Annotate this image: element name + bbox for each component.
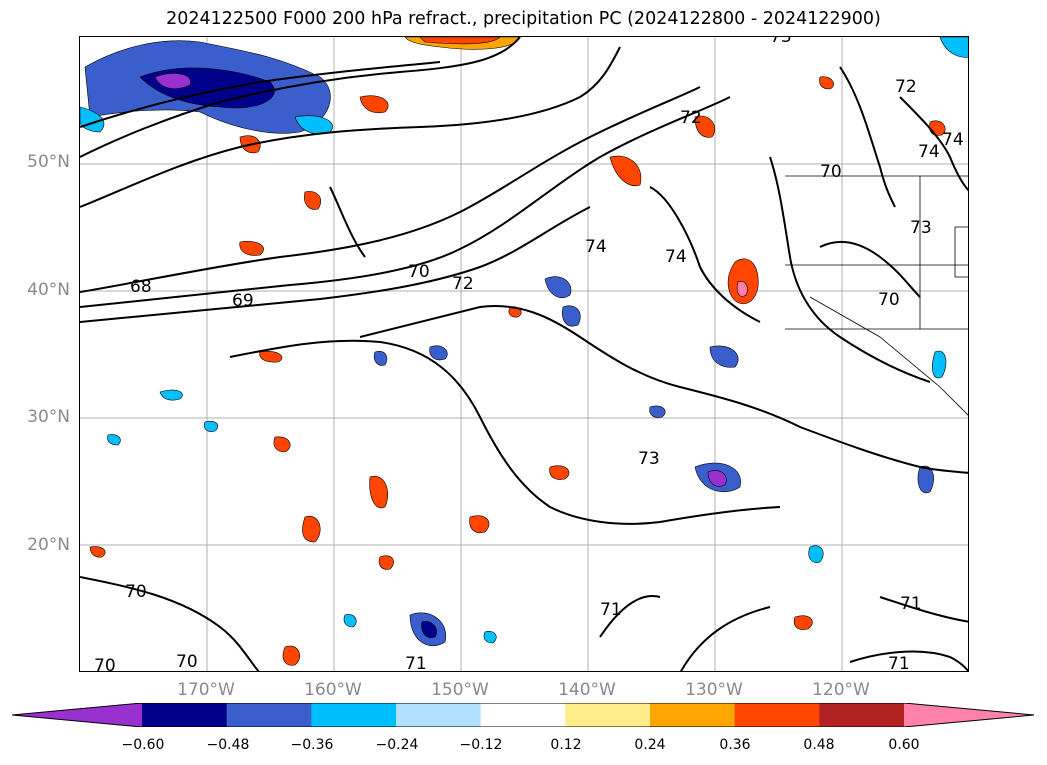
colorbar-tick: −0.36 xyxy=(290,737,334,753)
contour-label: 69 xyxy=(232,291,254,311)
contour-label: 71 xyxy=(888,654,910,672)
contour-label: 74 xyxy=(942,130,964,150)
lon-label-130w: 130°W xyxy=(685,680,743,700)
lon-label-140w: 140°W xyxy=(558,680,616,700)
colorbar-segment xyxy=(142,703,228,727)
lat-label-30n: 30°N xyxy=(27,407,70,427)
contour-label: 73 xyxy=(638,449,660,469)
contour-label: 70 xyxy=(125,582,147,602)
colorbar-tick: −0.60 xyxy=(121,737,165,753)
colorbar-segment xyxy=(226,703,312,727)
colorbar xyxy=(12,703,1034,727)
colorbar-tick: −0.24 xyxy=(375,737,419,753)
colorbar-extend-low xyxy=(12,703,142,727)
colorbar-tick: 0.36 xyxy=(719,737,751,753)
colorbar-segment xyxy=(565,703,651,727)
colorbar-segment xyxy=(311,703,397,727)
contour-label: 72 xyxy=(680,108,702,128)
lon-label-150w: 150°W xyxy=(431,680,489,700)
contour-label: 71 xyxy=(900,594,922,614)
contour-label: 70 xyxy=(176,652,198,672)
contour-label-group: 68 69 70 72 74 74 73 70 70 70 71 71 71 7… xyxy=(94,37,964,672)
contour-label: 74 xyxy=(918,142,940,162)
colorbar-tick: 0.60 xyxy=(888,737,920,753)
contour-label: 70 xyxy=(408,262,430,282)
lat-label-40n: 40°N xyxy=(27,280,70,300)
lon-label-160w: 160°W xyxy=(304,680,362,700)
lon-label-170w: 170°W xyxy=(177,680,235,700)
political-borders xyxy=(785,175,968,416)
contour-label: 74 xyxy=(585,237,607,257)
contour-label: 74 xyxy=(665,247,687,267)
colorbar-extend-high xyxy=(904,703,1034,727)
graticule xyxy=(80,37,968,671)
colorbar-segment xyxy=(734,703,820,727)
map-panel: 68 69 70 72 74 74 73 70 70 70 71 71 71 7… xyxy=(79,36,969,672)
lat-label-50n: 50°N xyxy=(27,152,70,172)
colorbar-segment xyxy=(650,703,736,727)
contour-label: 68 xyxy=(130,277,152,297)
contour-label: 73 xyxy=(770,37,792,47)
lon-label-120w: 120°W xyxy=(812,680,870,700)
colorbar-segment xyxy=(819,703,905,727)
contour-label: 72 xyxy=(452,274,474,294)
lat-label-20n: 20°N xyxy=(27,535,70,555)
colorbar-segment xyxy=(480,703,566,727)
contour-label: 73 xyxy=(910,218,932,238)
colorbar-tick: 0.12 xyxy=(550,737,582,753)
colorbar-tick: −0.12 xyxy=(459,737,503,753)
chart-title: 2024122500 F000 200 hPa refract., precip… xyxy=(166,9,881,29)
refractivity-contours xyxy=(80,37,968,671)
contour-label: 72 xyxy=(895,77,917,97)
contour-label: 70 xyxy=(820,162,842,182)
colorbar-tick: −0.48 xyxy=(206,737,250,753)
contour-label: 70 xyxy=(878,290,900,310)
colorbar-tick: 0.24 xyxy=(634,737,666,753)
colorbar-segment xyxy=(396,703,482,727)
precip-positive-shading xyxy=(89,37,946,666)
colorbar-tick: 0.48 xyxy=(803,737,835,753)
contour-label: 71 xyxy=(405,654,427,672)
contour-label: 70 xyxy=(94,656,116,672)
contour-label: 71 xyxy=(600,600,622,620)
precip-negative-shading xyxy=(80,37,968,647)
map-svg: 68 69 70 72 74 74 73 70 70 70 71 71 71 7… xyxy=(80,37,968,672)
